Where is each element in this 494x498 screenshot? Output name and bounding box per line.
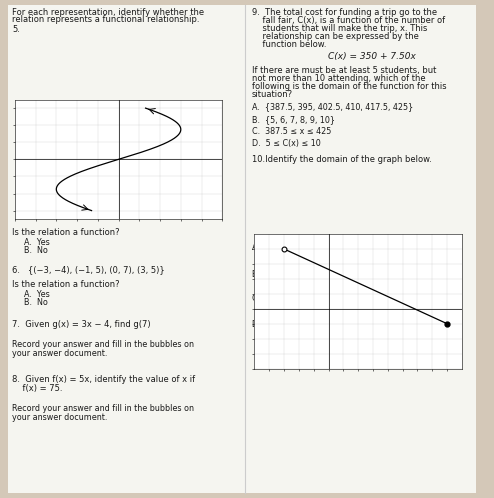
- Text: C.  387.5 ≤ x ≤ 425: C. 387.5 ≤ x ≤ 425: [252, 127, 331, 136]
- Text: D.  All real numbers greater than -3: D. All real numbers greater than -3: [252, 320, 395, 329]
- Text: Record your answer and fill in the bubbles on: Record your answer and fill in the bubbl…: [12, 404, 194, 413]
- Text: 8.  Given f(x) = 5x, identify the value of x if: 8. Given f(x) = 5x, identify the value o…: [12, 375, 195, 384]
- Text: D.  5 ≤ C(x) ≤ 10: D. 5 ≤ C(x) ≤ 10: [252, 139, 321, 148]
- Text: to -3 and less than 6.: to -3 and less than 6.: [252, 303, 347, 312]
- Text: fall fair, C(x), is a function of the number of: fall fair, C(x), is a function of the nu…: [252, 16, 445, 25]
- Text: Is the relation a function?: Is the relation a function?: [12, 228, 120, 237]
- Text: 9.  The total cost for funding a trip go to the: 9. The total cost for funding a trip go …: [252, 8, 437, 17]
- Text: A.  {387.5, 395, 402.5, 410, 417.5, 425}: A. {387.5, 395, 402.5, 410, 417.5, 425}: [252, 102, 413, 111]
- Text: 6.   {(−3, −4), (−1, 5), (0, 7), (3, 5)}: 6. {(−3, −4), (−1, 5), (0, 7), (3, 5)}: [12, 265, 165, 274]
- Text: B.  No: B. No: [24, 246, 48, 255]
- Text: C(x) = 350 + 7.50x: C(x) = 350 + 7.50x: [328, 52, 416, 61]
- Text: relation represents a functional relationship.: relation represents a functional relatio…: [12, 15, 200, 24]
- Text: f(x) = 75.: f(x) = 75.: [12, 384, 63, 393]
- Text: than or equal to 8.: than or equal to 8.: [252, 252, 336, 261]
- Text: 10.Identify the domain of the graph below.: 10.Identify the domain of the graph belo…: [252, 155, 432, 164]
- Text: If there are must be at least 5 students, but: If there are must be at least 5 students…: [252, 66, 436, 75]
- Text: B.  All real numbers greater than 2 and: B. All real numbers greater than 2 and: [252, 270, 410, 279]
- Text: A.  Yes: A. Yes: [24, 238, 50, 247]
- Text: than 8.: than 8.: [252, 279, 290, 288]
- Text: relationship can be expressed by the: relationship can be expressed by the: [252, 32, 419, 41]
- Text: situation?: situation?: [252, 90, 293, 99]
- Text: C.  All real numbers greater than or e: C. All real numbers greater than or e: [252, 294, 403, 303]
- Text: A.  All real numbers greater than 2 and le: A. All real numbers greater than 2 and l…: [252, 243, 419, 252]
- Text: A.  Yes: A. Yes: [24, 290, 50, 299]
- Text: not more than 10 attending, which of the: not more than 10 attending, which of the: [252, 74, 426, 83]
- Text: less than or equal to 6.: less than or equal to 6.: [252, 329, 355, 338]
- Text: Is the relation a function?: Is the relation a function?: [12, 280, 120, 289]
- Text: B.  No: B. No: [24, 298, 48, 307]
- Text: 5.: 5.: [12, 25, 20, 34]
- Text: your answer document.: your answer document.: [12, 413, 107, 422]
- Text: your answer document.: your answer document.: [12, 349, 107, 358]
- Text: students that will make the trip, x. This: students that will make the trip, x. Thi…: [252, 24, 427, 33]
- Text: For each representation, identify whether the: For each representation, identify whethe…: [12, 8, 204, 17]
- Text: Record your answer and fill in the bubbles on: Record your answer and fill in the bubbl…: [12, 340, 194, 349]
- Text: B.  {5, 6, 7, 8, 9, 10}: B. {5, 6, 7, 8, 9, 10}: [252, 115, 335, 124]
- Text: 7.  Given g(x) = 3x − 4, find g(7): 7. Given g(x) = 3x − 4, find g(7): [12, 320, 151, 329]
- Text: function below.: function below.: [252, 40, 327, 49]
- Text: following is the domain of the function for this: following is the domain of the function …: [252, 82, 447, 91]
